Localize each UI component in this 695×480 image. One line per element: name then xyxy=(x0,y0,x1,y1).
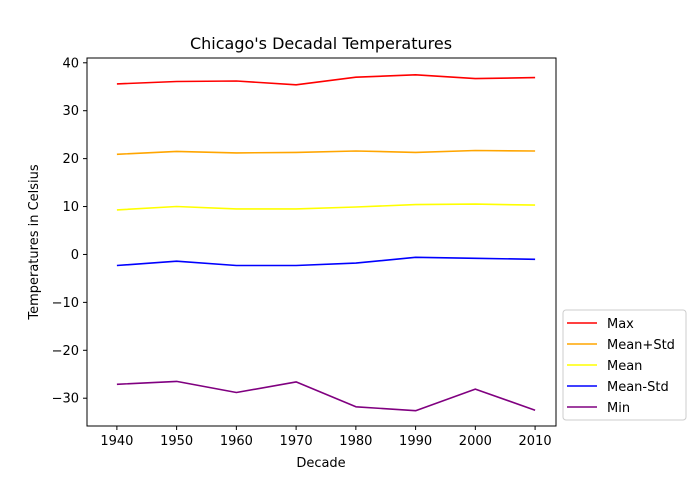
series-line-min xyxy=(116,380,536,412)
series-lines xyxy=(116,74,536,412)
chart-title: Chicago's Decadal Temperatures xyxy=(190,34,452,53)
x-tick-label: 1990 xyxy=(399,434,432,449)
series-line-mean-std xyxy=(116,149,536,156)
plot-frame xyxy=(86,57,557,427)
y-tick-label: 0 xyxy=(71,248,79,263)
x-tick-label: 1950 xyxy=(160,434,193,449)
legend-item-mean-std: Mean+Std xyxy=(567,338,675,353)
legend-item-max: Max xyxy=(567,317,634,332)
series-line-mean-std xyxy=(116,256,536,267)
legend-item-mean: Mean xyxy=(567,359,642,374)
legend-label: Mean+Std xyxy=(607,338,675,353)
x-tick-label: 2010 xyxy=(519,434,552,449)
plot-area: 1940 1950 1960 1970 1980 1990 2000 2010 −30−20−… xyxy=(52,56,557,449)
y-tick-label: 30 xyxy=(62,104,79,119)
y-axis-label: Temperatures in Celsius xyxy=(27,164,42,321)
x-tick-label: 1970 xyxy=(280,434,313,449)
legend: Max Mean+Std Mean Mean-Std Min xyxy=(562,309,687,421)
legend-label: Mean xyxy=(607,359,642,374)
legend-label: Max xyxy=(607,317,634,332)
legend-box xyxy=(562,309,687,421)
legend-label: Min xyxy=(607,401,630,416)
y-tick-label: −30 xyxy=(52,392,79,407)
x-axis-ticks: 1940 1950 1960 1970 1980 1990 2000 2010 xyxy=(100,426,552,449)
legend-item-mean-std: Mean-Std xyxy=(567,380,669,395)
x-tick-label: 2000 xyxy=(459,434,492,449)
y-tick-label: −20 xyxy=(52,344,79,359)
y-tick-label: 20 xyxy=(62,152,79,167)
y-tick-label: 40 xyxy=(62,56,79,71)
legend-label: Mean-Std xyxy=(607,380,669,395)
y-tick-label: −10 xyxy=(52,296,79,311)
y-tick-label: 10 xyxy=(62,200,79,215)
legend-item-min: Min xyxy=(567,401,630,416)
x-tick-label: 1980 xyxy=(339,434,372,449)
series-line-mean xyxy=(116,203,536,211)
series-line-max xyxy=(116,74,536,86)
x-tick-label: 1940 xyxy=(100,434,133,449)
x-axis-label: Decade xyxy=(296,456,345,471)
legend-items: Max Mean+Std Mean Mean-Std Min xyxy=(567,317,675,416)
x-tick-label: 1960 xyxy=(220,434,253,449)
y-axis-ticks: −30 −20 −10 0 10 20 30 40 xyxy=(52,56,87,407)
